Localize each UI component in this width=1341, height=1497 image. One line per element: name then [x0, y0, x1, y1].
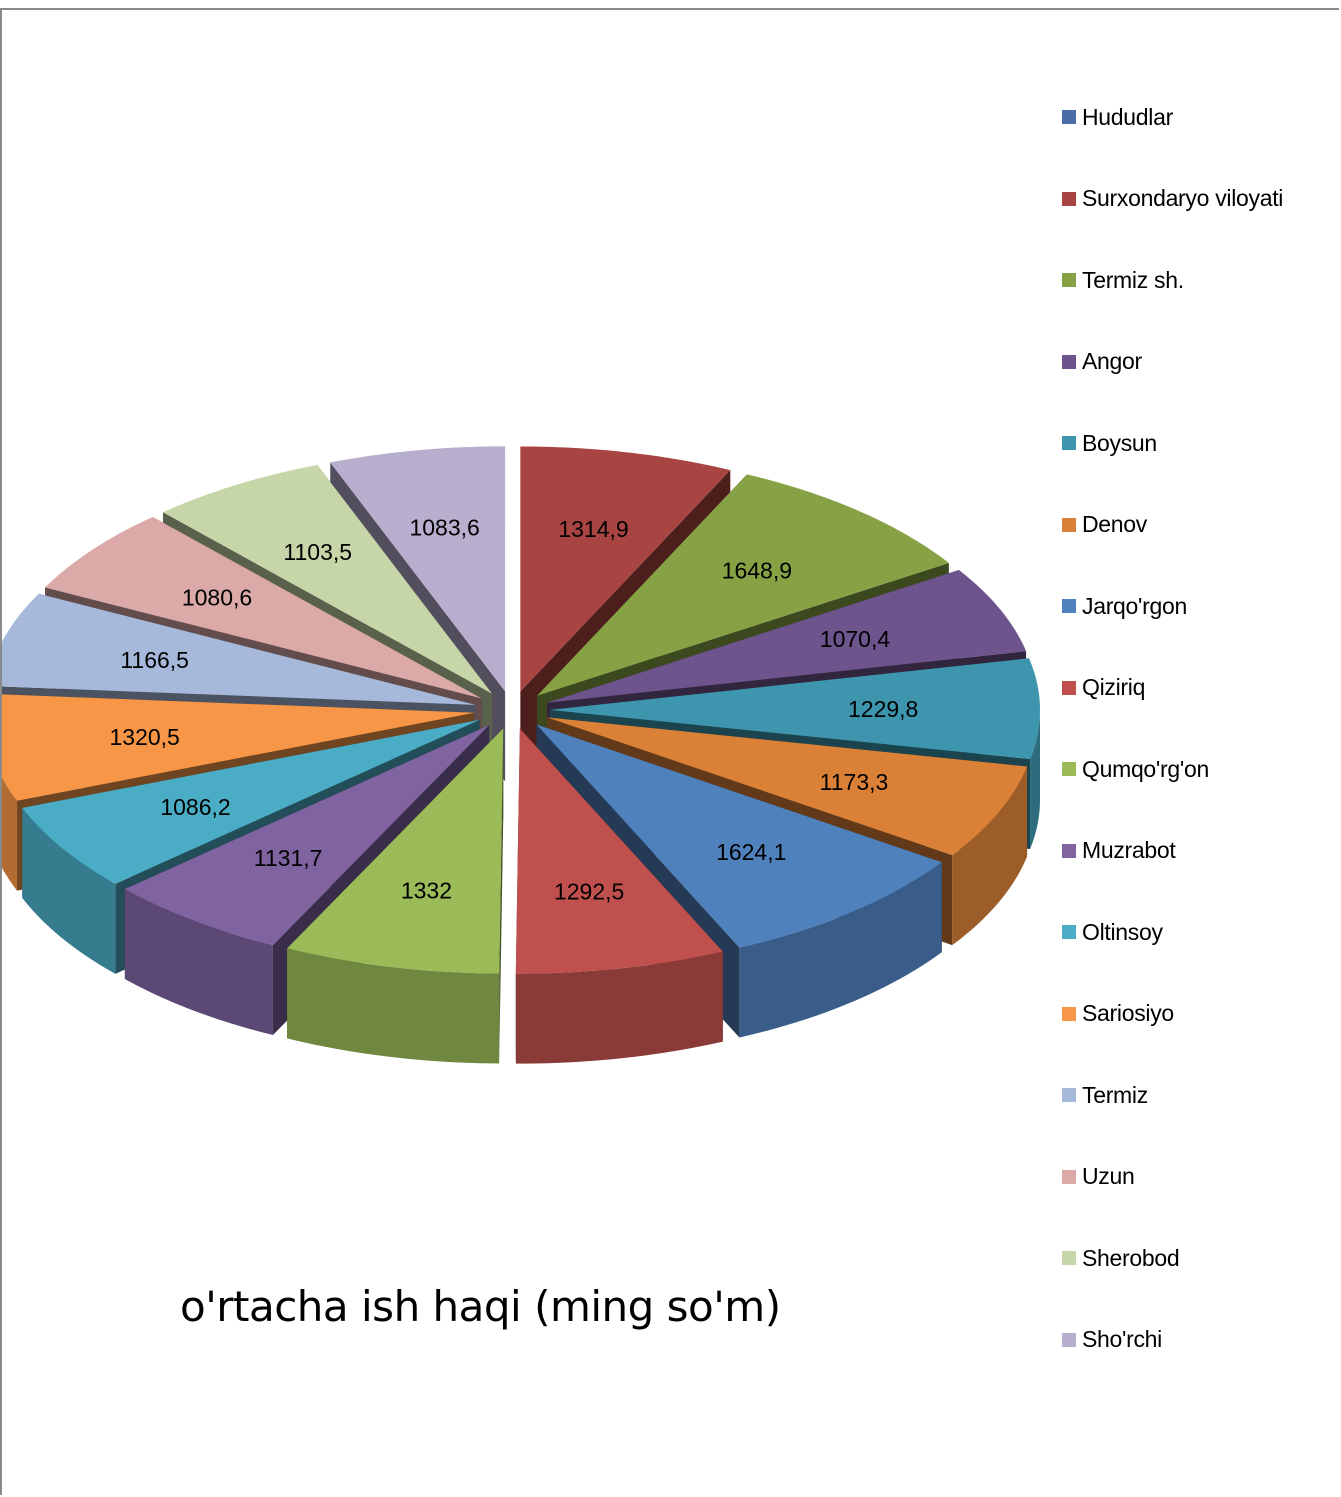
slice-edge — [2, 777, 18, 891]
legend-swatch — [1062, 843, 1076, 858]
legend-item: Termiz — [1062, 1080, 1148, 1110]
slice-tops — [2, 446, 1040, 974]
legend-label: Boysun — [1082, 429, 1157, 456]
legend-label: Jarqo'rgon — [1082, 592, 1187, 619]
legend-swatch — [1062, 1088, 1076, 1102]
legend-item: Sariosiyo — [1062, 999, 1174, 1029]
data-label: 1173,3 — [820, 769, 889, 795]
data-label: 1320,5 — [110, 724, 180, 750]
data-label: 1648,9 — [722, 558, 792, 584]
data-label: 1070,4 — [820, 626, 891, 652]
data-label: 1086,2 — [160, 794, 230, 820]
legend-label: Termiz sh. — [1082, 266, 1184, 293]
pie-slice-top — [537, 474, 949, 696]
legend-label: Sherobod — [1082, 1244, 1180, 1271]
legend-label: Sho'rchi — [1082, 1326, 1162, 1352]
legend-item: Sho'rchi — [1062, 1325, 1162, 1355]
legend-swatch — [1062, 680, 1076, 695]
pie-slice-top — [2, 593, 476, 705]
legend-item: Boysun — [1062, 428, 1157, 458]
data-label: 1080,6 — [182, 584, 252, 610]
legend-label: Qiziriq — [1082, 674, 1146, 700]
pie-slice-top — [547, 569, 1027, 703]
pie-slice-top — [287, 728, 504, 974]
legend-item: Uzun — [1062, 1162, 1135, 1192]
legend-swatch — [1062, 1251, 1076, 1265]
pie-slice-top — [124, 725, 490, 946]
chart-title: o'rtacha ish haqi (ming so'm) — [180, 1282, 781, 1331]
data-label: 1229,8 — [848, 696, 918, 722]
data-label: 1292,5 — [554, 879, 624, 905]
legend-item: Termiz sh. — [1062, 265, 1184, 295]
chart-area: 1083,6 1314,9 1103,5 1648,9 1080,6 1070,4 1166… — [0, 8, 1339, 1495]
slice-edge — [22, 807, 116, 974]
pie-slice-top — [549, 658, 1040, 760]
slice-edge — [739, 862, 942, 1038]
pie-slice-top — [2, 694, 475, 801]
legend-label: Oltinsoy — [1082, 918, 1163, 945]
slice-edge — [287, 948, 500, 1064]
pie-slice-top — [162, 464, 493, 694]
slice-edge — [124, 889, 273, 1036]
legend-item: Denov — [1062, 510, 1147, 540]
data-label: 1083,6 — [409, 514, 479, 540]
legend-label: Surxondaryo viloyati — [1082, 185, 1284, 211]
legend-item: Qiziriq — [1062, 673, 1145, 703]
legend-label: Uzun — [1082, 1163, 1135, 1189]
legend-label: Sariosiyo — [1082, 1000, 1174, 1026]
legend-swatch — [1062, 599, 1076, 613]
legend-item: Jarqo'rgon — [1062, 591, 1187, 621]
data-label: 1314,9 — [558, 516, 628, 542]
legend-label: Termiz — [1082, 1081, 1148, 1108]
legend-swatch — [1062, 110, 1076, 124]
legend-swatch — [1062, 517, 1076, 532]
legend-label: Denov — [1082, 511, 1147, 537]
pie-slice-top — [547, 717, 1028, 856]
legend-item: Qumqo'rg'on — [1062, 754, 1209, 784]
legend-swatch — [1062, 354, 1076, 369]
legend-swatch — [1062, 436, 1076, 450]
legend-swatch — [1062, 762, 1076, 776]
pie-slice-top — [536, 724, 942, 948]
pie-slice-top — [515, 728, 723, 974]
slice-edge — [515, 951, 723, 1064]
pie-slice-top — [22, 719, 480, 884]
pie-chart: 1083,6 1314,9 1103,5 1648,9 1080,6 1070,4 1166… — [2, 446, 1040, 1064]
legend-swatch — [1062, 1169, 1076, 1184]
pie-slice-top — [520, 446, 731, 692]
pie-slice-top — [45, 516, 482, 699]
legend-label: Hududlar — [1082, 103, 1173, 130]
legend-item: Surxondaryo viloyati — [1062, 184, 1283, 214]
legend-label: Muzrabot — [1082, 837, 1176, 863]
legend-label: Angor — [1082, 348, 1142, 374]
legend-swatch — [1062, 191, 1076, 206]
data-label: 1166,5 — [120, 647, 189, 673]
data-label: 1332 — [401, 878, 452, 904]
data-label: 1103,5 — [283, 539, 352, 565]
legend-item: Hududlar — [1062, 102, 1173, 132]
data-label: 1131,7 — [254, 845, 323, 871]
legend-item: Muzrabot — [1062, 836, 1176, 866]
legend-swatch — [1062, 1006, 1076, 1021]
legend-swatch — [1062, 925, 1076, 939]
slice-edge — [1030, 709, 1040, 850]
slice-edge — [952, 766, 1028, 946]
slice-labels: 1083,6 1314,9 1103,5 1648,9 1080,6 1070,4 1166… — [110, 514, 919, 904]
legend-item: Oltinsoy — [1062, 917, 1163, 947]
legend-swatch — [1062, 1332, 1076, 1347]
legend-item: Angor — [1062, 347, 1142, 377]
legend-item: Sherobod — [1062, 1243, 1180, 1273]
legend-label: Qumqo'rg'on — [1082, 755, 1209, 782]
data-label: 1624,1 — [716, 839, 786, 865]
legend-swatch — [1062, 273, 1076, 287]
pie-slice-top — [330, 446, 506, 692]
